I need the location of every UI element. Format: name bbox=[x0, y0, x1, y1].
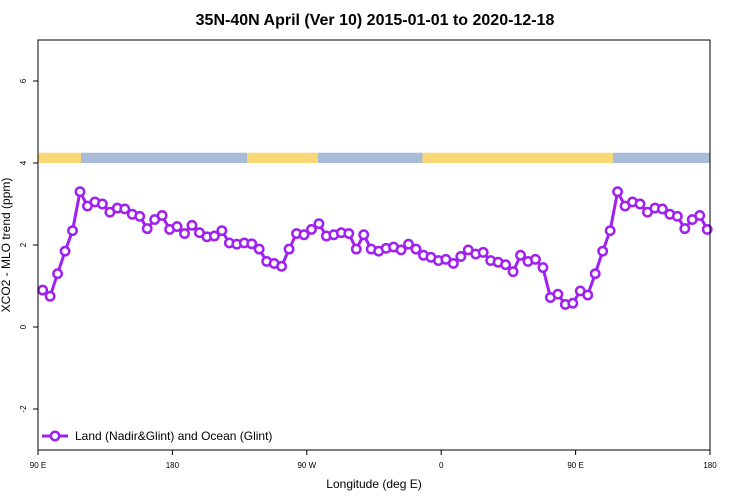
legend-marker-swatch bbox=[49, 430, 61, 442]
data-point bbox=[447, 258, 459, 269]
data-point bbox=[276, 260, 288, 272]
data-point bbox=[52, 268, 64, 280]
strip-segment-ocean bbox=[612, 152, 710, 163]
data-point bbox=[530, 253, 541, 265]
data-point bbox=[597, 245, 609, 257]
x-tick-label: 90 E bbox=[567, 461, 583, 470]
strip-segment-ocean bbox=[318, 152, 423, 163]
legend: Land (Nadir&Glint) and Ocean (Glint) bbox=[42, 429, 272, 443]
data-point bbox=[246, 238, 258, 250]
data-point bbox=[582, 289, 594, 301]
legend-label: Land (Nadir&Glint) and Ocean (Glint) bbox=[75, 429, 272, 443]
data-point bbox=[44, 290, 56, 302]
series-layer bbox=[37, 186, 713, 310]
data-point bbox=[552, 288, 564, 300]
data-point bbox=[477, 246, 489, 258]
data-point bbox=[306, 223, 317, 235]
y-tick-label: 6 bbox=[19, 78, 28, 83]
data-point bbox=[507, 266, 519, 278]
strip-segment-land bbox=[247, 152, 318, 163]
data-point bbox=[343, 228, 355, 239]
data-point bbox=[134, 210, 146, 222]
y-tick-label: -2 bbox=[19, 405, 28, 413]
data-point bbox=[515, 249, 526, 261]
x-tick-label: 90 E bbox=[30, 461, 46, 470]
data-point bbox=[74, 186, 86, 198]
data-point bbox=[634, 198, 646, 210]
data-point bbox=[313, 218, 325, 230]
data-point bbox=[701, 223, 713, 235]
data-point bbox=[119, 203, 131, 215]
data-point bbox=[208, 230, 220, 242]
data-point bbox=[395, 244, 407, 256]
chart-title: 35N-40N April (Ver 10) 2015-01-01 to 202… bbox=[196, 12, 555, 29]
data-point bbox=[567, 297, 579, 309]
data-point bbox=[403, 238, 414, 250]
x-axis-label: Longitude (deg E) bbox=[326, 477, 421, 491]
y-axis-label: XCO2 - MLO trend (ppm) bbox=[0, 178, 13, 313]
data-point bbox=[679, 223, 691, 235]
data-point bbox=[298, 229, 310, 241]
y-tick-label: 0 bbox=[19, 324, 28, 329]
data-point bbox=[358, 229, 370, 241]
data-point bbox=[350, 243, 362, 255]
surface-strip bbox=[38, 152, 710, 163]
data-point bbox=[500, 259, 512, 271]
data-point bbox=[612, 186, 624, 198]
data-point bbox=[96, 198, 108, 210]
x-tick-label: 0 bbox=[439, 461, 444, 470]
x-tick-label: 180 bbox=[703, 461, 717, 470]
data-point bbox=[186, 219, 198, 231]
data-point bbox=[253, 243, 265, 255]
data-point bbox=[59, 245, 71, 257]
data-point bbox=[141, 223, 153, 235]
data-point bbox=[537, 262, 549, 273]
plot-frame bbox=[37, 39, 711, 451]
axes: 90 E 180 90 W 0 90 E 180 -2 0 2 4 6 bbox=[19, 78, 717, 470]
strip-segment-ocean bbox=[80, 152, 248, 163]
data-point bbox=[216, 225, 228, 237]
data-point bbox=[171, 221, 183, 233]
data-point bbox=[455, 251, 467, 262]
data-point bbox=[37, 284, 49, 296]
data-point bbox=[671, 210, 683, 222]
x-tick-label: 90 W bbox=[297, 461, 316, 470]
y-tick-label: 2 bbox=[19, 242, 28, 247]
data-point bbox=[604, 225, 616, 237]
data-point bbox=[179, 228, 190, 239]
x-tick-label: 180 bbox=[166, 461, 180, 470]
strip-segment-land bbox=[38, 152, 81, 163]
data-point bbox=[694, 210, 706, 221]
data-point bbox=[156, 210, 168, 221]
data-point bbox=[410, 243, 422, 255]
y-tick-label: 4 bbox=[19, 160, 28, 165]
data-point bbox=[283, 243, 295, 255]
data-point bbox=[67, 225, 78, 237]
data-point bbox=[589, 268, 601, 280]
strip-segment-land bbox=[422, 152, 613, 163]
data-point bbox=[656, 203, 668, 215]
